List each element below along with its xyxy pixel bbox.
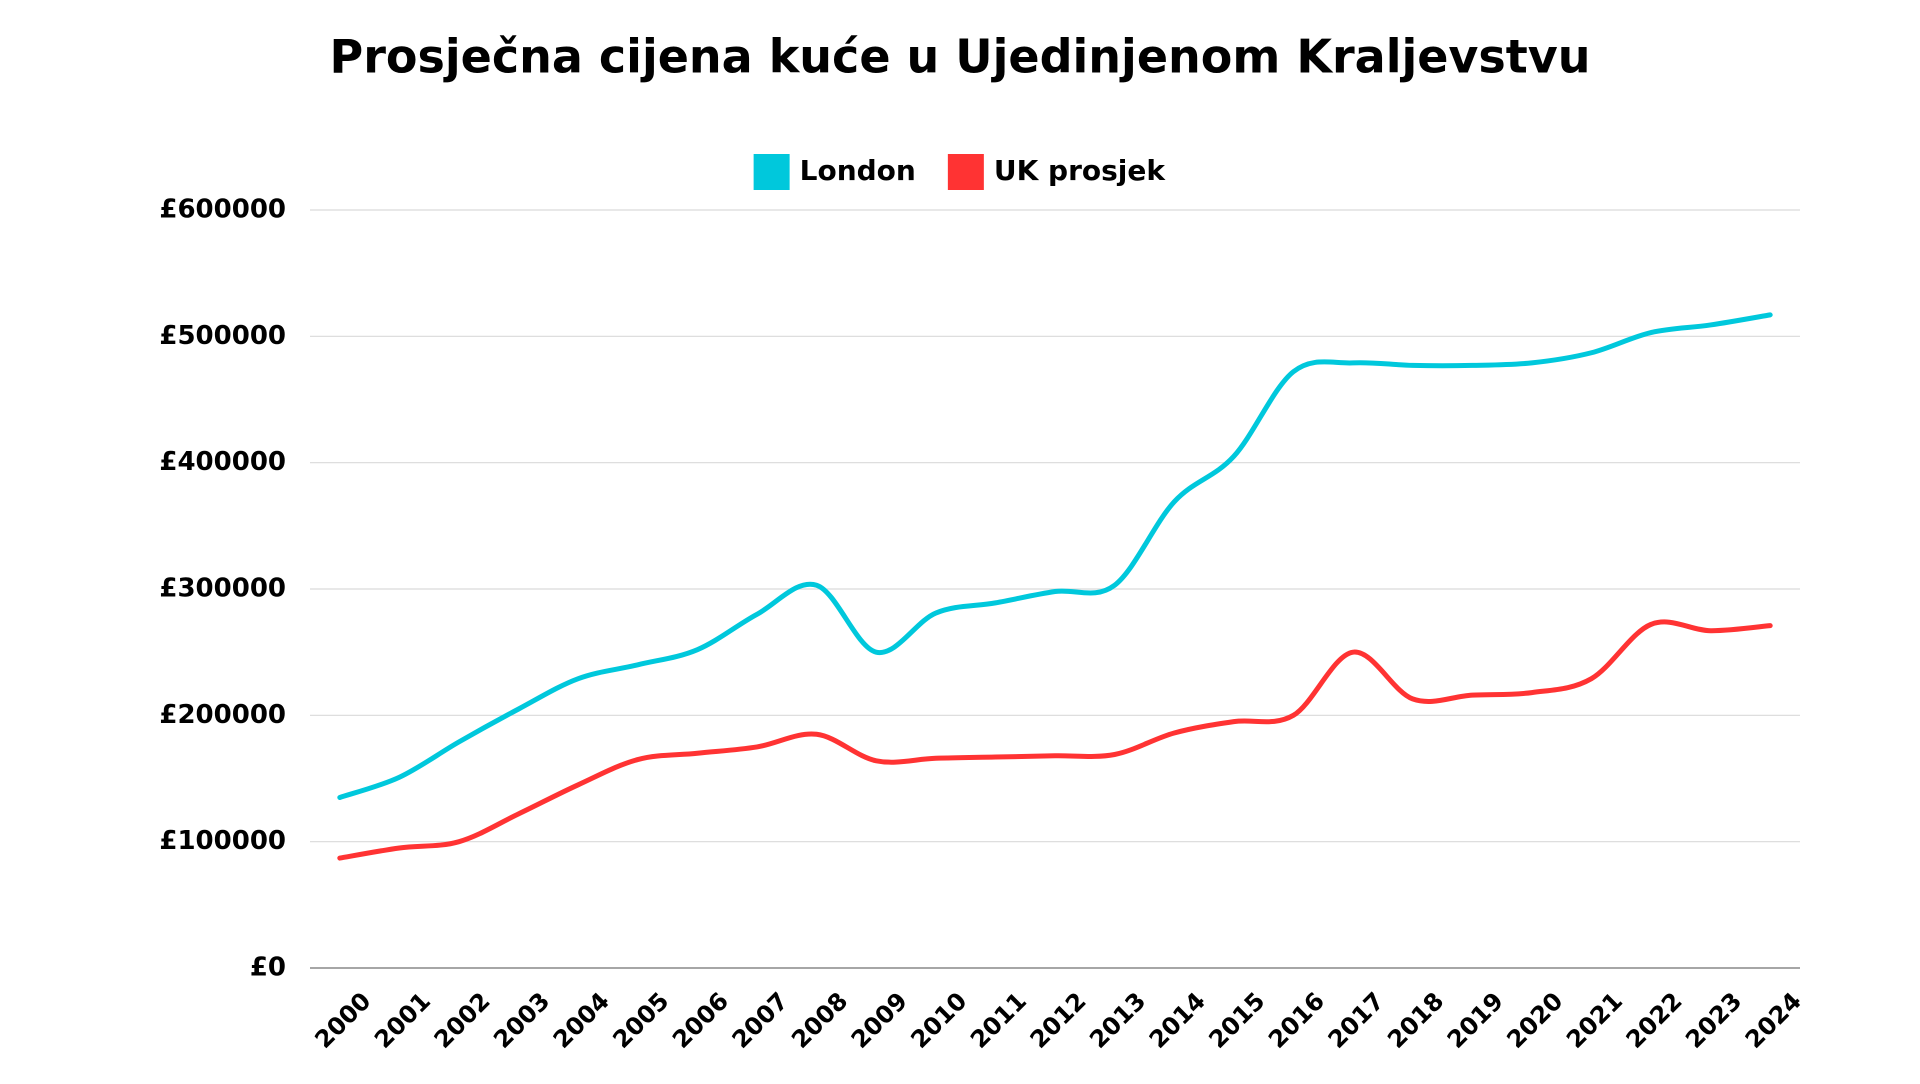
y-tick-label: £200000: [159, 700, 286, 730]
legend-swatch: [947, 154, 984, 190]
x-tick-label: 2023: [1680, 987, 1747, 1054]
x-tick-label: 2022: [1621, 987, 1688, 1054]
x-tick-label: 2000: [309, 987, 376, 1054]
x-tick-label: 2019: [1442, 987, 1509, 1054]
legend-label: London: [800, 154, 916, 187]
y-tick-label: £400000: [159, 447, 286, 477]
x-tick-label: 2010: [905, 987, 972, 1054]
line-series: [337, 619, 1773, 861]
x-tick-label: 2024: [1740, 987, 1807, 1054]
legend-swatch: [753, 154, 790, 190]
y-tick-label: £300000: [159, 574, 286, 604]
x-tick-label: 2016: [1263, 987, 1330, 1054]
x-tick-label: 2020: [1501, 987, 1568, 1054]
legend: London UK prosjek: [753, 154, 1167, 190]
x-tick-label: 2008: [786, 987, 853, 1054]
x-tick-label: 2011: [965, 987, 1032, 1054]
x-tick-label: 2013: [1084, 987, 1151, 1054]
x-tick-label: 2018: [1382, 987, 1449, 1054]
x-tick-label: 2007: [727, 987, 794, 1054]
x-tick-label: 2009: [846, 987, 913, 1054]
x-tick-label: 2017: [1323, 987, 1390, 1054]
y-tick-label: £500000: [159, 321, 286, 351]
x-tick-label: 2014: [1144, 987, 1211, 1054]
x-tick-label: 2015: [1203, 987, 1270, 1054]
x-tick-label: 2003: [488, 987, 555, 1054]
x-tick-label: 2006: [667, 987, 734, 1054]
legend-label: UK prosjek: [994, 154, 1167, 187]
x-tick-label: 2005: [607, 987, 674, 1054]
y-tick-label: £100000: [159, 826, 286, 856]
x-tick-label: 2021: [1561, 987, 1628, 1054]
x-tick-label: 2004: [548, 987, 615, 1054]
chart-title: Prosječna cijena kuće u Ujedinjenom Kral…: [329, 30, 1590, 84]
x-tick-label: 2002: [429, 987, 496, 1054]
line-series: [337, 312, 1773, 800]
x-tick-label: 2001: [369, 987, 436, 1054]
x-tick-label: 2012: [1025, 987, 1092, 1054]
y-tick-label: £600000: [159, 195, 286, 225]
y-tick-label: £0: [250, 953, 286, 983]
